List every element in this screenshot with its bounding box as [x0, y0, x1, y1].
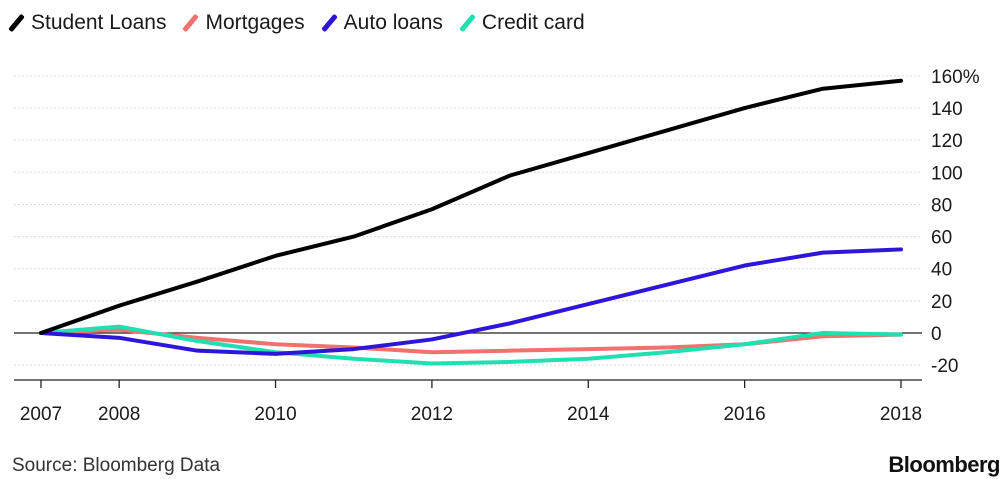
y-tick-label: 120 [931, 131, 963, 152]
source-note: Source: Bloomberg Data [12, 455, 221, 476]
series-line-auto-loans [39, 247, 903, 356]
y-tick-label: 40 [931, 260, 952, 281]
legend-item: Mortgages [182, 11, 305, 35]
y-tick-label: 0 [931, 324, 942, 345]
legend-label: Credit card [481, 11, 585, 34]
legend-item: Credit card [459, 11, 585, 35]
y-tick-label: 100 [931, 163, 963, 184]
bloomberg-logo: Bloomberg [888, 452, 1000, 477]
y-tick-label: -20 [931, 356, 958, 377]
x-tick-label: 2010 [254, 404, 296, 425]
legend-label: Auto loans [343, 11, 443, 34]
x-tick-label: 2018 [880, 404, 922, 425]
chart-legend: Student Loans Mortgages Auto loans Credit c… [8, 8, 607, 38]
x-tick-label: 2016 [723, 404, 765, 425]
line-chart: 160% 140 120 100 80 60 40 20 0 -20 2007 2008 2010 201… [14, 67, 980, 425]
x-tick-label: 2014 [567, 404, 610, 425]
y-tick-label: 140 [931, 99, 963, 120]
y-tick-label: 80 [931, 195, 952, 216]
x-tick-label: 2012 [411, 404, 453, 425]
x-tick-label: 2007 [20, 404, 62, 425]
y-tick-label: 60 [931, 228, 952, 249]
legend-label: Mortgages [205, 11, 305, 34]
series-line-credit-card [39, 324, 903, 366]
y-tick-label: 20 [931, 292, 952, 313]
x-tick-label: 2008 [98, 404, 140, 425]
y-tick-label: 160% [931, 67, 980, 88]
legend-item: Auto loans [320, 11, 443, 35]
legend-label: Student Loans [31, 11, 167, 34]
series-line-student-loans [39, 78, 903, 335]
legend-item: Student Loans [8, 11, 167, 35]
